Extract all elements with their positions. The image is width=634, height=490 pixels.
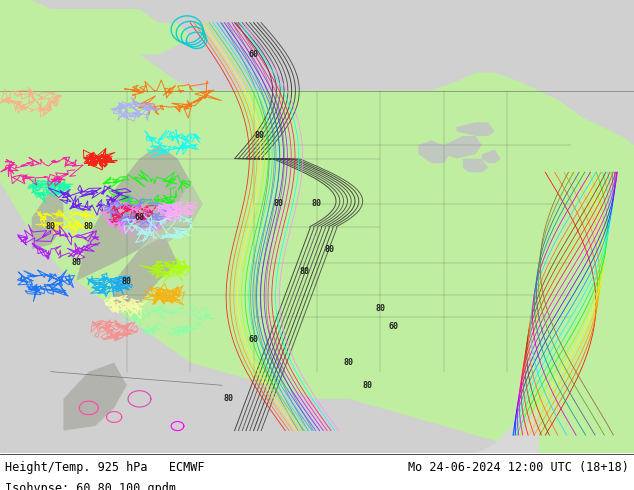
Text: 80: 80	[363, 381, 373, 390]
Text: 80: 80	[223, 394, 233, 403]
Polygon shape	[463, 159, 488, 172]
Text: 80: 80	[325, 245, 335, 254]
Text: 80: 80	[46, 222, 56, 231]
Text: 80: 80	[84, 222, 94, 231]
Text: 80: 80	[344, 358, 354, 367]
Text: 80: 80	[375, 304, 385, 313]
Text: Height/Temp. 925 hPa   ECMWF: Height/Temp. 925 hPa ECMWF	[5, 461, 205, 474]
Polygon shape	[76, 145, 190, 281]
Text: 60: 60	[249, 336, 259, 344]
Text: 80: 80	[299, 268, 309, 276]
Text: 80: 80	[312, 199, 322, 208]
Text: 60: 60	[388, 322, 398, 331]
Polygon shape	[418, 141, 450, 163]
Polygon shape	[32, 191, 63, 249]
Text: 80: 80	[71, 258, 81, 268]
Polygon shape	[349, 408, 539, 453]
Polygon shape	[456, 390, 488, 435]
Text: 80: 80	[274, 199, 284, 208]
Polygon shape	[0, 0, 634, 453]
Polygon shape	[63, 363, 127, 431]
Text: Isohypse: 60 80 100 gpdm: Isohypse: 60 80 100 gpdm	[5, 482, 176, 490]
Polygon shape	[456, 122, 495, 136]
Text: Mo 24-06-2024 12:00 UTC (18+18): Mo 24-06-2024 12:00 UTC (18+18)	[408, 461, 629, 474]
Polygon shape	[114, 236, 178, 308]
Text: 80: 80	[255, 131, 265, 141]
Polygon shape	[482, 149, 501, 163]
Polygon shape	[444, 136, 482, 159]
Text: 60: 60	[134, 213, 145, 222]
Text: 80: 80	[122, 276, 132, 286]
Text: 60: 60	[249, 50, 259, 59]
Polygon shape	[127, 172, 203, 249]
